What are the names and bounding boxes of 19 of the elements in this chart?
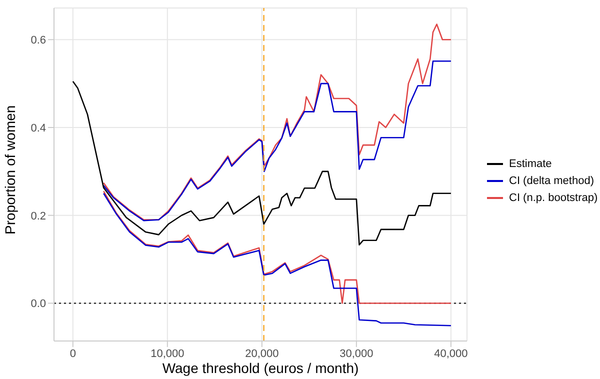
y-tick-label: 0.4 — [30, 122, 46, 134]
line-series — [102, 60, 452, 222]
legend-label: CI (delta method) — [509, 174, 594, 186]
x-tick-label: 40,000 — [434, 348, 468, 360]
line-series — [102, 192, 452, 326]
y-tick-label: 0.0 — [30, 298, 46, 310]
line-series — [102, 24, 452, 220]
x-axis-title: Wage threshold (euros / month) — [162, 360, 359, 376]
y-tick-label: 0.2 — [30, 210, 46, 222]
line-series — [102, 190, 452, 304]
y-axis-title: Proportion of women — [2, 105, 18, 234]
x-tick-label: 20,000 — [245, 348, 279, 360]
line-series — [72, 80, 452, 246]
x-tick-label: 0 — [70, 348, 76, 360]
x-tick-label: 10,000 — [150, 348, 184, 360]
legend-label: Estimate — [509, 158, 552, 170]
y-tick-label: 0.6 — [30, 34, 46, 47]
x-tick-label: 30,000 — [340, 348, 374, 360]
legend-label: CI (n.p. bootstrap) — [509, 192, 598, 204]
